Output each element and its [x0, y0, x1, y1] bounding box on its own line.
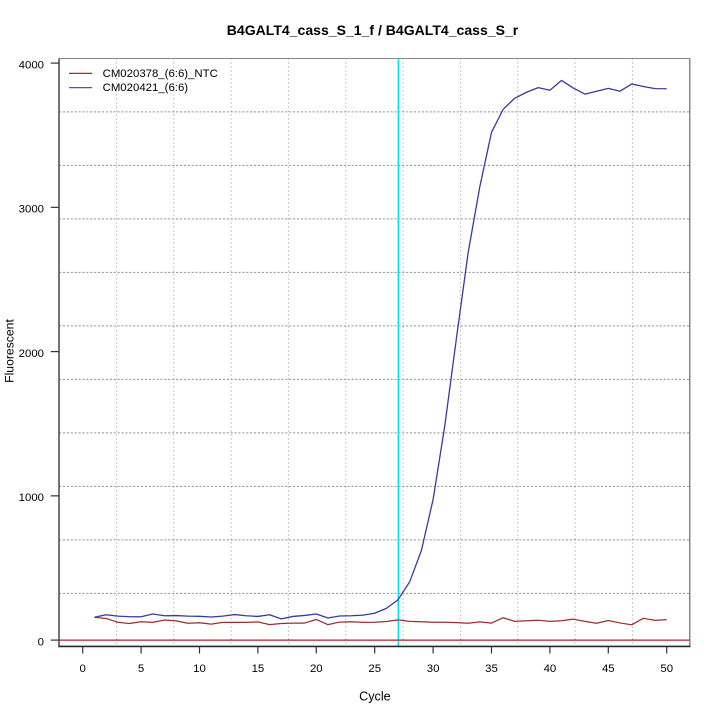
svg-text:50: 50 [660, 663, 673, 675]
svg-text:15: 15 [252, 663, 265, 675]
svg-text:5: 5 [138, 663, 144, 675]
svg-text:B4GALT4_cass_S_1_f / B4GALT4_c: B4GALT4_cass_S_1_f / B4GALT4_cass_S_r [227, 22, 519, 38]
svg-text:10: 10 [193, 663, 206, 675]
svg-text:1000: 1000 [19, 492, 44, 504]
svg-text:20: 20 [310, 663, 323, 675]
svg-text:25: 25 [368, 663, 381, 675]
svg-text:0: 0 [38, 636, 44, 648]
svg-text:35: 35 [485, 663, 498, 675]
svg-text:Fluorescent: Fluorescent [2, 319, 16, 383]
svg-text:40: 40 [544, 663, 557, 675]
svg-text:4000: 4000 [19, 59, 44, 71]
svg-text:2000: 2000 [19, 348, 44, 360]
svg-text:0: 0 [80, 663, 86, 675]
svg-text:Cycle: Cycle [359, 690, 391, 704]
svg-text:30: 30 [427, 663, 440, 675]
svg-text:CM020378_(6:6)_NTC: CM020378_(6:6)_NTC [103, 68, 218, 80]
svg-text:3000: 3000 [19, 204, 44, 216]
svg-text:45: 45 [602, 663, 615, 675]
svg-text:CM020421_(6:6): CM020421_(6:6) [103, 82, 189, 94]
